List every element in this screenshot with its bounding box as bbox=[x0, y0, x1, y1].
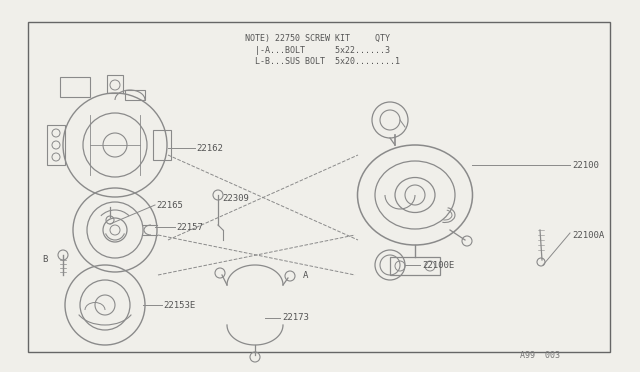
Bar bbox=[153, 130, 171, 160]
Text: A99  003: A99 003 bbox=[520, 350, 560, 359]
Bar bbox=[107, 75, 123, 93]
Text: 22153E: 22153E bbox=[163, 301, 195, 310]
Text: 22100: 22100 bbox=[572, 160, 599, 170]
Text: 22157: 22157 bbox=[176, 222, 203, 231]
Bar bbox=[125, 90, 145, 100]
Text: |-A...BOLT      5x22......3: |-A...BOLT 5x22......3 bbox=[255, 45, 390, 55]
Text: A: A bbox=[303, 270, 308, 279]
Text: 22162: 22162 bbox=[196, 144, 223, 153]
Text: NOTE) 22750 SCREW KIT     QTY: NOTE) 22750 SCREW KIT QTY bbox=[245, 33, 390, 42]
Text: B: B bbox=[42, 256, 48, 264]
Text: 22173: 22173 bbox=[282, 314, 309, 323]
Text: 22165: 22165 bbox=[156, 201, 183, 209]
Text: 22100A: 22100A bbox=[572, 231, 604, 240]
Bar bbox=[390, 257, 440, 275]
Bar bbox=[47, 125, 65, 165]
Text: 22100E: 22100E bbox=[422, 260, 454, 269]
Bar bbox=[28, 22, 610, 352]
Text: L-B...SUS BOLT  5x20........1: L-B...SUS BOLT 5x20........1 bbox=[255, 57, 400, 65]
Text: 22309: 22309 bbox=[222, 193, 249, 202]
Bar bbox=[60, 77, 90, 97]
